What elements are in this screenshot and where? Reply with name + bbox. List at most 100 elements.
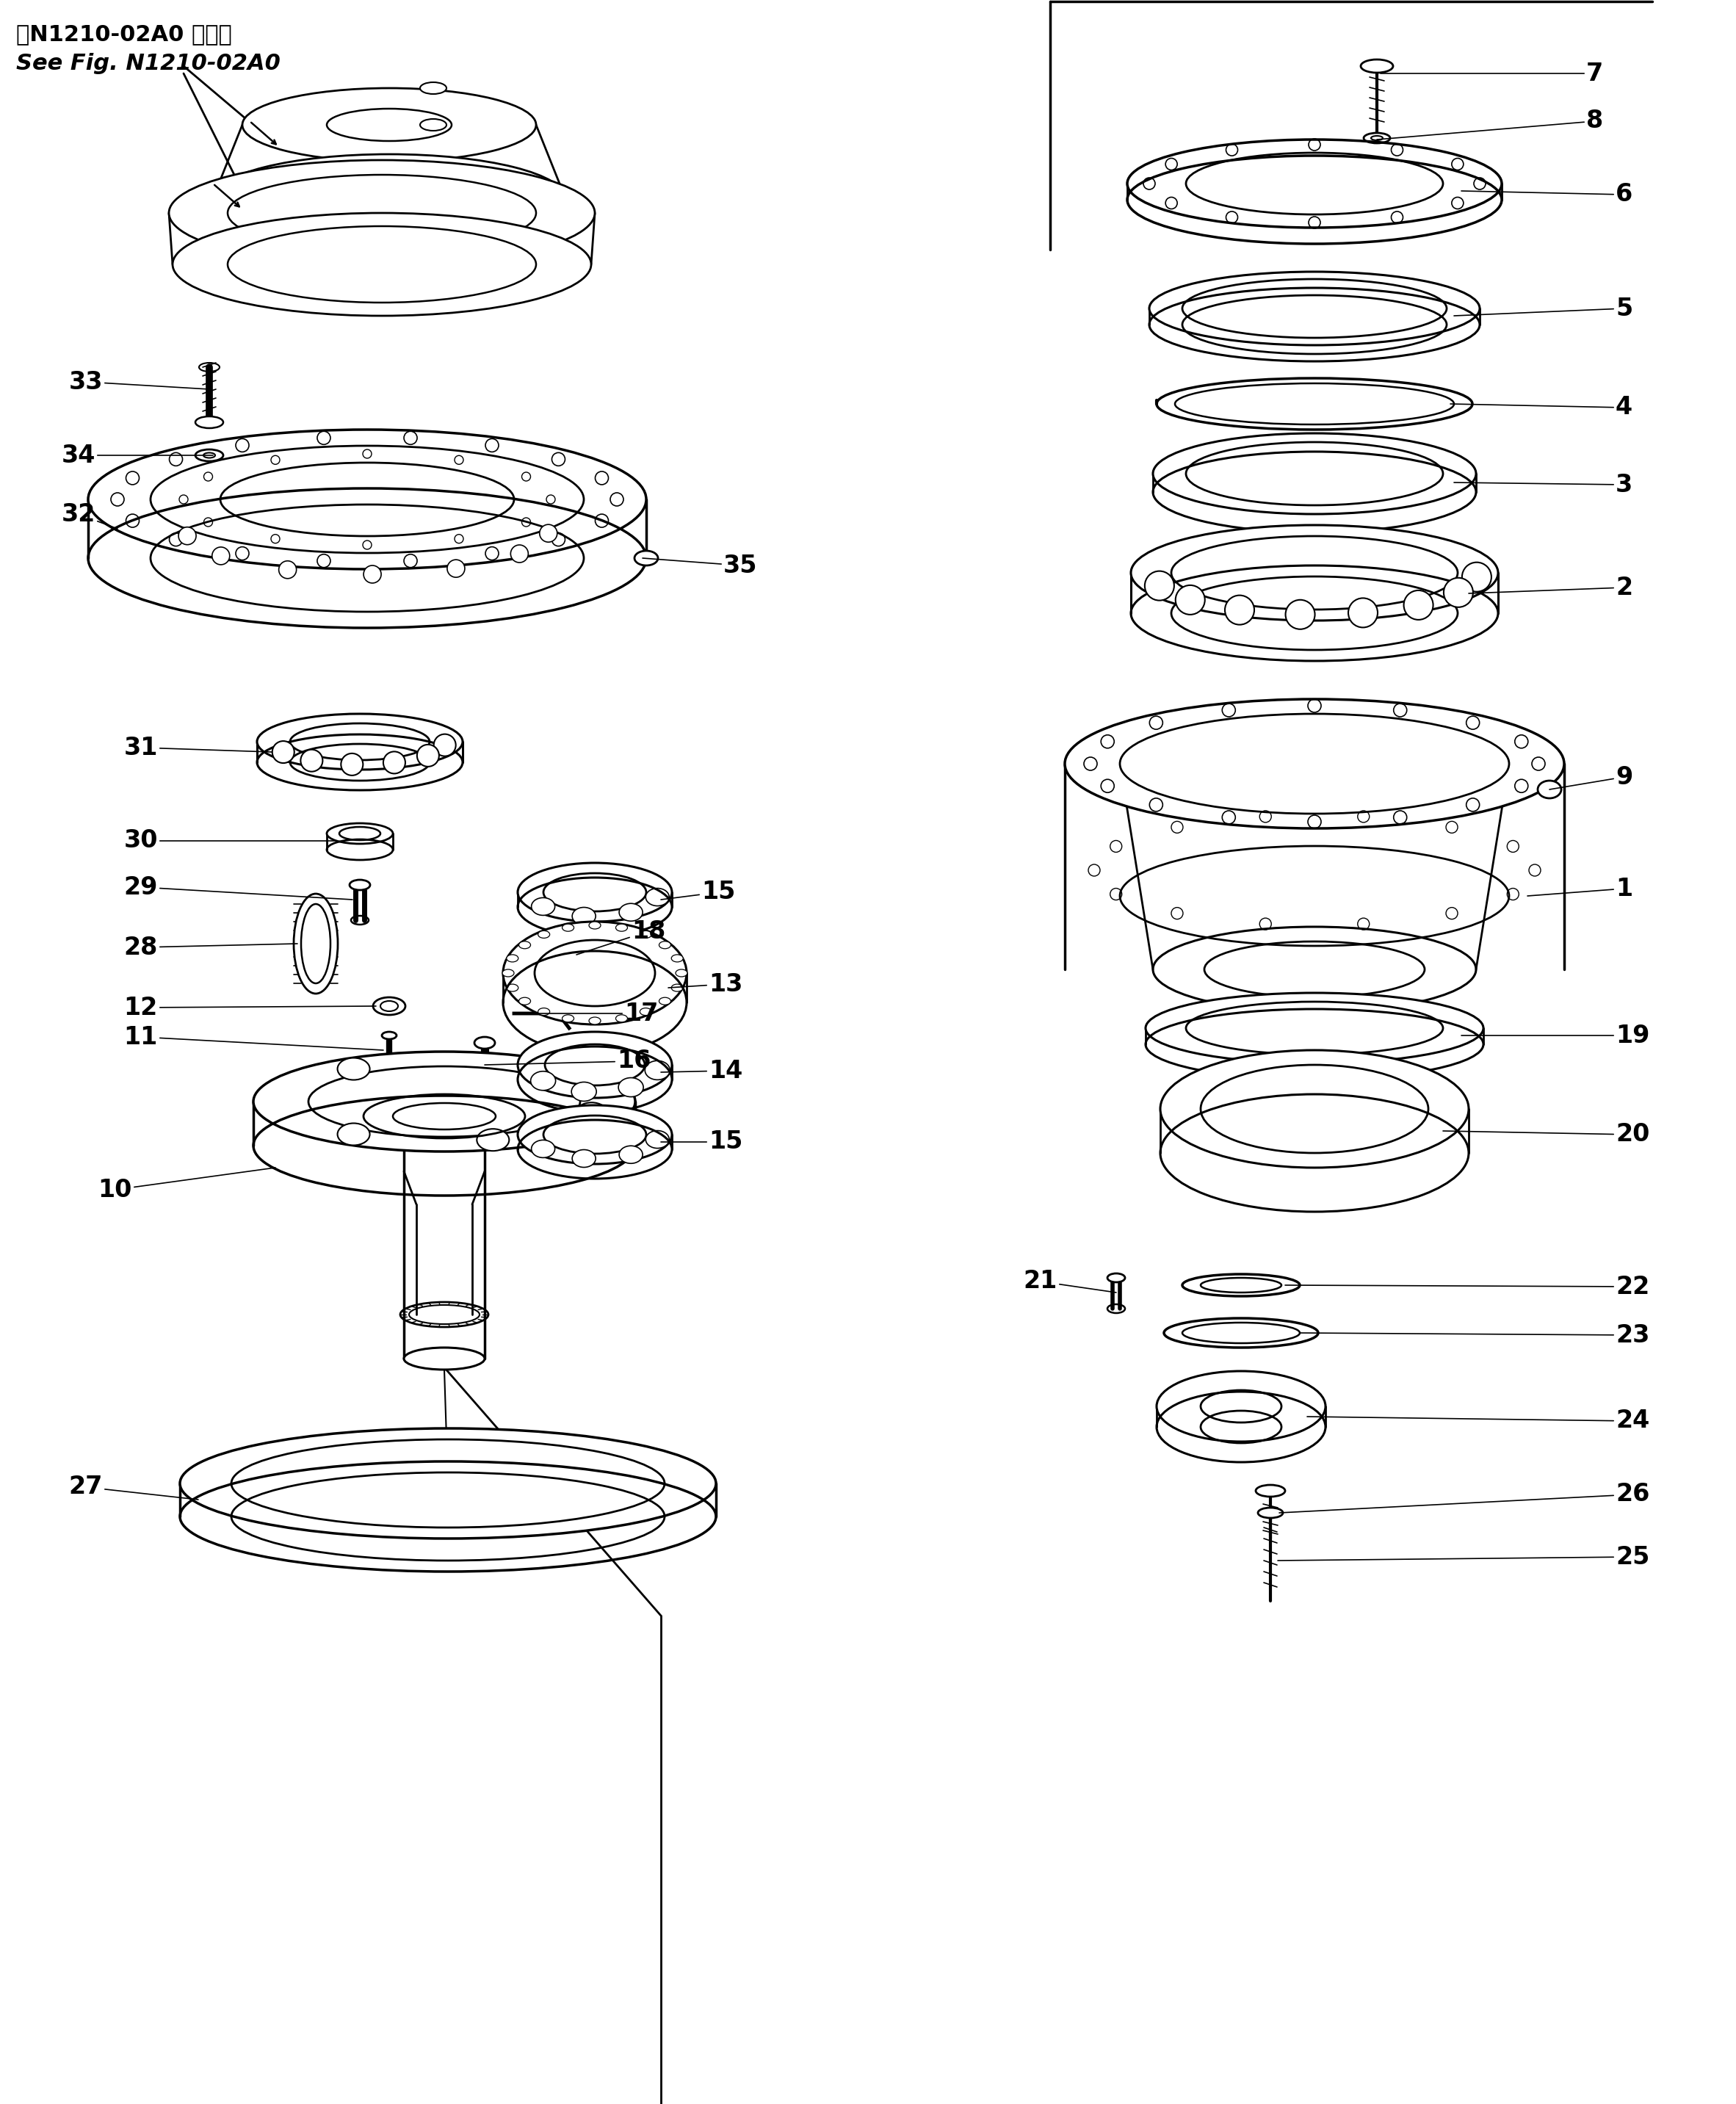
Ellipse shape [507,985,519,991]
Circle shape [1462,562,1491,591]
Ellipse shape [326,823,392,844]
Circle shape [1444,579,1474,608]
Text: 8: 8 [1377,109,1604,139]
Ellipse shape [502,970,514,976]
Ellipse shape [337,1058,370,1079]
Ellipse shape [519,940,531,949]
Circle shape [448,560,465,576]
Ellipse shape [196,417,224,427]
Text: 15: 15 [661,879,736,905]
Ellipse shape [293,894,339,993]
Text: 13: 13 [668,972,743,995]
Circle shape [1144,570,1174,600]
Ellipse shape [1156,1372,1326,1441]
Circle shape [363,566,382,583]
Ellipse shape [660,997,670,1006]
Ellipse shape [573,907,595,926]
Circle shape [273,741,295,764]
Circle shape [1349,598,1378,627]
Text: 19: 19 [1462,1023,1649,1048]
Text: 1: 1 [1528,877,1632,901]
Text: 2: 2 [1469,574,1632,600]
Text: 31: 31 [123,736,273,760]
Ellipse shape [562,924,575,932]
Ellipse shape [620,903,642,922]
Ellipse shape [646,1130,668,1149]
Text: 33: 33 [69,370,210,393]
Text: 26: 26 [1279,1483,1649,1513]
Ellipse shape [253,1052,635,1151]
Ellipse shape [517,1105,672,1164]
Text: 17: 17 [521,1002,658,1025]
Ellipse shape [562,1014,575,1023]
Ellipse shape [672,985,682,991]
Ellipse shape [620,1147,642,1164]
Text: 3: 3 [1455,473,1632,497]
Ellipse shape [1259,1509,1283,1517]
Text: 24: 24 [1307,1410,1649,1433]
Ellipse shape [531,1140,556,1157]
Ellipse shape [337,1124,370,1145]
Text: 21: 21 [1024,1269,1116,1294]
Ellipse shape [1361,59,1392,74]
Text: 25: 25 [1278,1544,1649,1570]
Text: 6: 6 [1462,183,1632,206]
Ellipse shape [575,1102,608,1124]
Ellipse shape [89,429,646,570]
Text: 第N1210-02A0 図参照: 第N1210-02A0 図参照 [16,23,233,44]
Circle shape [1286,600,1314,629]
Text: 35: 35 [642,553,757,579]
Ellipse shape [420,82,446,95]
Text: 5: 5 [1455,297,1632,320]
Text: 11: 11 [123,1025,384,1050]
Ellipse shape [349,879,370,890]
Ellipse shape [257,713,462,770]
Ellipse shape [373,997,406,1014]
Ellipse shape [538,930,550,938]
Ellipse shape [1108,1273,1125,1281]
Ellipse shape [571,1081,597,1100]
Text: 14: 14 [661,1058,743,1084]
Text: 4: 4 [1450,396,1632,419]
Ellipse shape [589,1016,601,1025]
Text: 27: 27 [69,1475,198,1500]
Ellipse shape [151,446,583,553]
Circle shape [300,749,323,772]
Ellipse shape [517,863,672,922]
Ellipse shape [1160,1050,1469,1168]
Ellipse shape [641,930,651,938]
Ellipse shape [1064,699,1564,829]
Circle shape [434,734,457,755]
Ellipse shape [646,1060,670,1079]
Ellipse shape [507,955,519,962]
Text: 16: 16 [484,1050,651,1073]
Ellipse shape [616,1014,627,1023]
Text: 9: 9 [1550,766,1632,789]
Ellipse shape [634,551,658,566]
Circle shape [179,528,196,545]
Ellipse shape [517,1031,672,1098]
Ellipse shape [168,160,595,265]
Ellipse shape [382,1031,396,1039]
Text: 23: 23 [1300,1323,1649,1347]
Ellipse shape [1127,139,1502,227]
Ellipse shape [1130,526,1498,621]
Ellipse shape [1146,993,1483,1063]
Circle shape [1226,595,1255,625]
Text: 10: 10 [99,1168,276,1201]
Ellipse shape [243,88,536,162]
Text: 30: 30 [123,829,333,852]
Circle shape [1175,585,1205,614]
Ellipse shape [1153,433,1476,513]
Ellipse shape [503,922,687,1025]
Ellipse shape [559,924,587,934]
Circle shape [1404,591,1434,621]
Text: 12: 12 [123,995,377,1020]
Ellipse shape [589,922,601,930]
Ellipse shape [1149,271,1479,345]
Ellipse shape [618,1077,644,1096]
Circle shape [212,547,229,564]
Circle shape [510,545,528,562]
Ellipse shape [214,154,566,242]
Ellipse shape [420,120,446,130]
